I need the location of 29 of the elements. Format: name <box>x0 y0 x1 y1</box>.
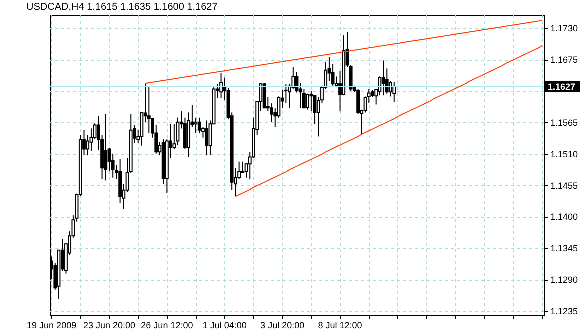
y-tick-label: 1.1510 <box>550 149 578 160</box>
candlestick <box>104 114 108 182</box>
y-tick-label: 1.1565 <box>550 118 578 128</box>
y-tick-label: 1.1235 <box>550 306 578 316</box>
candlestick <box>220 72 223 99</box>
x-tick-label: 1 Jul 04:00 <box>202 320 247 330</box>
ref-line-label: 1.1627 <box>548 82 576 92</box>
y-tick-label: 1.1675 <box>550 55 578 66</box>
x-tick-label: 26 Jun 12:00 <box>141 320 194 330</box>
y-tick-label: 1.1400 <box>550 212 578 222</box>
candlestick <box>382 60 386 96</box>
x-tick-label: 3 Jul 20:00 <box>260 320 305 330</box>
candlestick <box>306 93 310 110</box>
x-tick-label: 19 Jun 2009 <box>27 320 77 330</box>
y-tick-label: 1.1345 <box>550 244 578 254</box>
x-tick-label: 23 Jun 20:00 <box>83 320 136 330</box>
candlestick <box>198 117 202 134</box>
candlestick <box>205 120 209 156</box>
line-series <box>145 20 543 84</box>
candlestick <box>392 82 396 103</box>
line-series <box>235 45 543 198</box>
y-tick-label: 1.1455 <box>550 180 578 191</box>
chart-title: USDCAD,H4 1.1615 1.1635 1.1600 1.1627 <box>26 2 218 13</box>
candlestick <box>310 90 314 112</box>
y-tick-label: 1.1290 <box>550 275 578 286</box>
y-tick-label: 1.1730 <box>550 24 578 34</box>
x-tick-label: 8 Jul 12:00 <box>318 320 362 330</box>
candlestick <box>147 87 151 134</box>
candlestick <box>194 117 198 134</box>
